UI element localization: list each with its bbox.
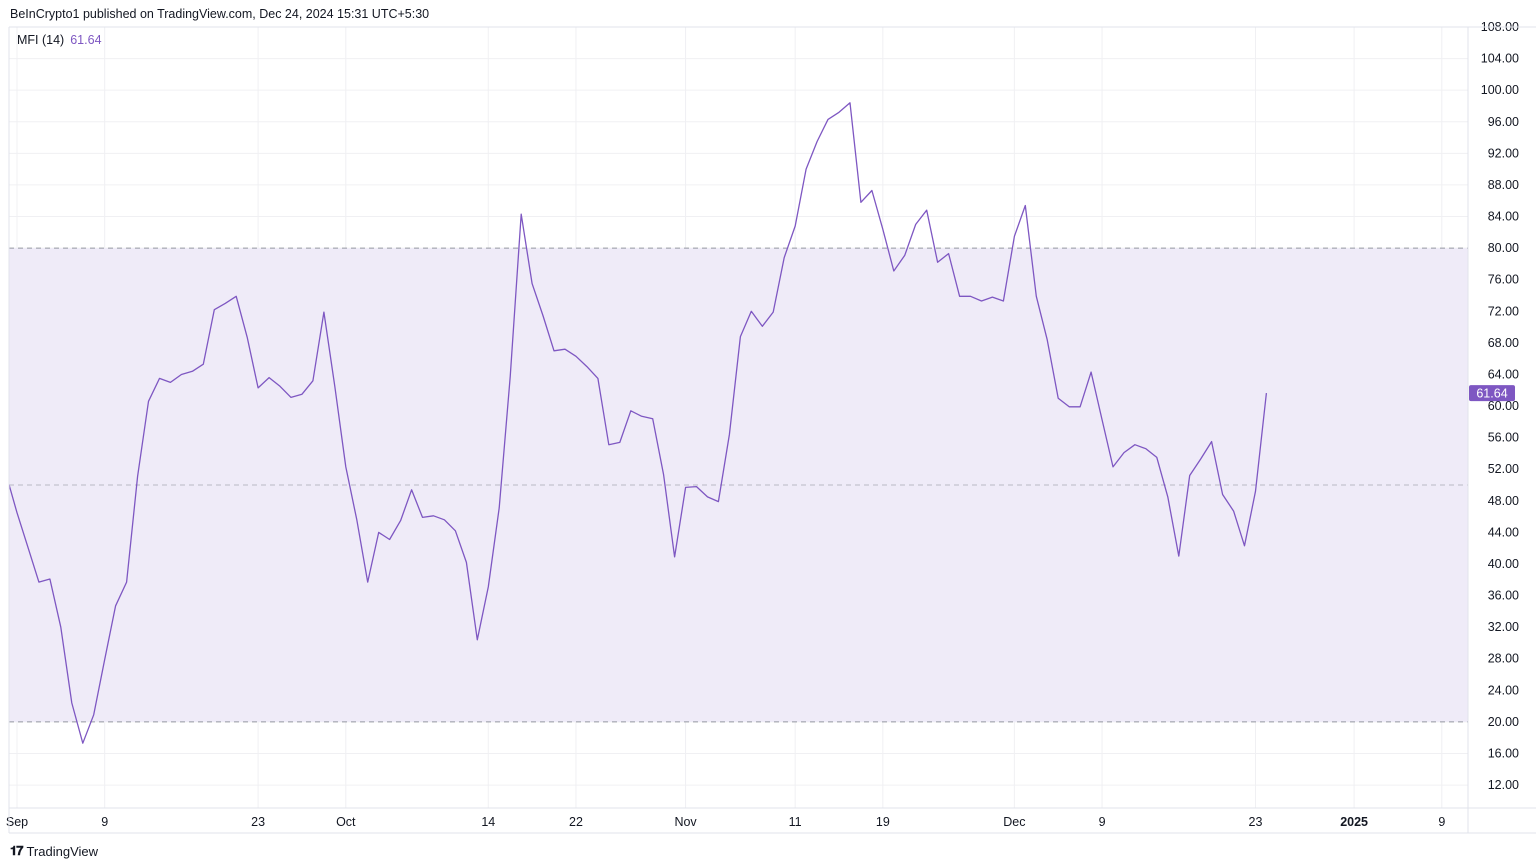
- y-tick-label: 84.00: [1488, 210, 1519, 224]
- x-tick-label: 11: [789, 815, 802, 829]
- y-tick-label: 16.00: [1488, 747, 1519, 761]
- last-value-badge: [1469, 385, 1515, 402]
- y-tick-label: 52.00: [1488, 462, 1519, 476]
- y-tick-label: 72.00: [1488, 304, 1519, 318]
- axes: 108.00104.00100.0096.0092.0088.0084.0080…: [6, 20, 1536, 834]
- x-tick-label: Sep: [6, 815, 28, 829]
- indicator-legend[interactable]: MFI (14) 61.64: [17, 33, 102, 47]
- series: [9, 102, 1268, 744]
- x-tick-label: 23: [1249, 815, 1263, 829]
- y-tick-label: 48.00: [1488, 494, 1519, 508]
- x-tick-label: 9: [1099, 815, 1106, 829]
- mfi-line: [9, 102, 1268, 744]
- tradingview-logo[interactable]: 𝟏𝟕 TradingView: [10, 843, 98, 859]
- y-tick-label: 76.00: [1488, 273, 1519, 287]
- x-tick-label: 14: [481, 815, 495, 829]
- y-tick-label: 24.00: [1488, 683, 1519, 697]
- y-tick-label: 56.00: [1488, 431, 1519, 445]
- x-tick-label: Dec: [1003, 815, 1025, 829]
- y-tick-label: 104.00: [1481, 52, 1519, 66]
- x-tick-label: 19: [876, 815, 890, 829]
- x-tick-label: 2025: [1340, 815, 1368, 829]
- bands: [9, 247, 1468, 723]
- x-tick-label: Oct: [336, 815, 356, 829]
- y-tick-label: 40.00: [1488, 557, 1519, 571]
- indicator-name: MFI (14): [17, 33, 65, 47]
- x-tick-label: 9: [101, 815, 108, 829]
- y-tick-label: 60.00: [1488, 399, 1519, 413]
- y-tick-label: 44.00: [1488, 525, 1519, 539]
- y-tick-label: 100.00: [1481, 83, 1519, 97]
- y-tick-label: 28.00: [1488, 652, 1519, 666]
- last-value-label: 61.64: [1476, 387, 1507, 401]
- y-tick-label: 68.00: [1488, 336, 1519, 350]
- indicator-value: 61.64: [70, 33, 102, 47]
- y-tick-label: 12.00: [1488, 778, 1519, 792]
- y-tick-label: 92.00: [1488, 146, 1519, 160]
- brand-name: TradingView: [26, 843, 99, 859]
- x-tick-label: 23: [251, 815, 265, 829]
- y-tick-label: 20.00: [1488, 715, 1519, 729]
- x-tick-label: 22: [569, 815, 583, 829]
- y-tick-label: 80.00: [1488, 241, 1519, 255]
- y-tick-label: 36.00: [1488, 589, 1519, 603]
- y-tick-label: 88.00: [1488, 178, 1519, 192]
- x-tick-label: Nov: [674, 815, 697, 829]
- tradingview-logo-icon: 𝟏𝟕: [10, 843, 24, 858]
- x-tick-label: 9: [1438, 815, 1445, 829]
- y-tick-label: 64.00: [1488, 367, 1519, 381]
- publish-info: BeInCrypto1 published on TradingView.com…: [10, 7, 430, 21]
- y-tick-label: 32.00: [1488, 620, 1519, 634]
- y-tick-label: 96.00: [1488, 115, 1519, 129]
